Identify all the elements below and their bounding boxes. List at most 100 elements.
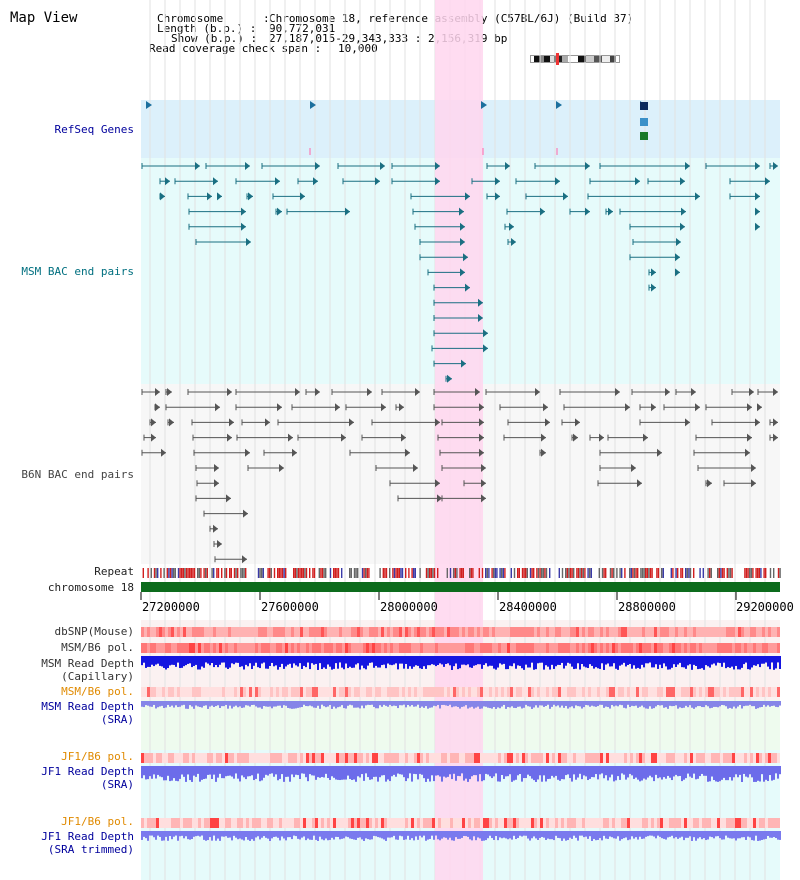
pol-strip (294, 818, 297, 828)
repeat-mark (150, 568, 152, 578)
pol-strip (351, 643, 354, 653)
jf1-trimmed-depth (143, 831, 145, 837)
pol-strip (708, 818, 711, 828)
jf1-depth (147, 766, 149, 780)
track-label-jf1-depth-trimmed-sub: (SRA trimmed) (47, 843, 134, 856)
msm-sra-depth (609, 701, 611, 709)
pol-strip (753, 753, 756, 763)
pol-strip (180, 753, 183, 763)
dbsnp-strip (153, 627, 156, 637)
chromosome-ideogram[interactable] (530, 53, 620, 65)
pol-strip (288, 753, 291, 763)
ideogram-band (568, 55, 578, 63)
pol-strip (231, 753, 234, 763)
msm-bac-pair (313, 177, 318, 186)
jf1-depth (641, 766, 643, 781)
pol-strip (447, 818, 450, 828)
jf1-trimmed-depth (565, 831, 567, 841)
msm-capillary-depth (755, 656, 757, 666)
msm-sra-depth (483, 701, 485, 707)
msm-bac-pair (765, 177, 770, 186)
repeat-mark (502, 568, 504, 578)
pol-strip (552, 753, 555, 763)
jf1-depth (655, 766, 657, 775)
b6n-bac-pair (243, 509, 248, 518)
msm-sra-depth (537, 701, 539, 708)
msm-capillary-depth (425, 656, 427, 669)
msm-sra-depth (217, 701, 219, 706)
ideogram-band (534, 55, 540, 63)
dbsnp-strip (258, 627, 261, 637)
msm-sra-depth (415, 701, 417, 707)
jf1-trimmed-depth (417, 831, 419, 840)
pol-strip (351, 687, 354, 697)
pol-strip (384, 818, 387, 828)
jf1-trimmed-depth (485, 831, 487, 841)
msm-sra-depth (555, 701, 557, 707)
jf1-depth (231, 766, 233, 777)
track-label-refseq-genes[interactable]: RefSeq Genes (54, 123, 134, 136)
jf1-depth (765, 766, 767, 780)
msm-sra-depth (335, 701, 337, 709)
jf1-depth (299, 766, 301, 780)
msm-sra-depth (709, 701, 711, 709)
jf1-depth (747, 766, 749, 778)
msm-sra-depth (337, 701, 339, 708)
msm-sra-depth (679, 701, 681, 708)
msm-sra-depth (521, 701, 523, 709)
track-label-msm-depth-sra-sub: (SRA) (100, 713, 134, 726)
track-label-b6n-bac[interactable]: B6N BAC end pairs (21, 468, 134, 481)
repeat-mark (590, 568, 592, 578)
pol-strip (774, 687, 777, 697)
msm-capillary-depth (515, 656, 517, 669)
jf1-trimmed-depth (719, 831, 721, 839)
jf1-trimmed-depth (241, 831, 243, 840)
jf1-depth (315, 766, 317, 780)
msm-sra-depth (355, 701, 357, 708)
pol-strip (510, 753, 513, 763)
repeat-mark (531, 568, 533, 578)
pol-strip (717, 687, 720, 697)
pol-strip (468, 687, 471, 697)
jf1-trimmed-depth (347, 831, 349, 838)
pol-strip (369, 643, 372, 653)
b6n-bac-pair (155, 403, 160, 412)
repeat-mark (624, 568, 626, 578)
msm-capillary-depth (459, 656, 461, 669)
msm-capillary-depth (241, 656, 243, 667)
jf1-trimmed-depth (267, 831, 269, 839)
msm-capillary-depth (255, 656, 257, 663)
pol-strip (378, 818, 381, 828)
jf1-depth (715, 766, 717, 782)
repeat-mark (211, 568, 213, 578)
pol-strip (180, 643, 183, 653)
dbsnp-strip (366, 627, 369, 637)
jf1-trimmed-depth (305, 831, 307, 841)
msm-capillary-depth (569, 656, 571, 664)
axis-tick-label: 28800000 (618, 600, 676, 614)
b6n-bac-pair (277, 403, 282, 412)
jf1-trimmed-depth (775, 831, 777, 839)
pol-strip (408, 818, 411, 828)
dbsnp-strip (204, 627, 207, 637)
jf1-trimmed-depth (287, 831, 289, 838)
msm-capillary-depth (279, 656, 281, 668)
track-label-msm-bac[interactable]: MSM BAC end pairs (21, 265, 134, 278)
repeat-mark (437, 568, 439, 578)
repeat-mark (297, 568, 300, 578)
pol-strip (735, 643, 738, 653)
pol-strip (540, 818, 543, 828)
jf1-trimmed-depth (613, 831, 615, 839)
repeat-mark (389, 568, 391, 578)
pol-strip (228, 687, 231, 697)
msm-bac-pair (755, 162, 760, 170)
msm-capillary-depth (747, 656, 749, 670)
msm-capillary-depth (261, 656, 263, 664)
dbsnp-strip (600, 627, 603, 637)
jf1-trimmed-depth (471, 831, 473, 841)
jf1-trimmed-depth (449, 831, 451, 838)
jf1-depth (445, 766, 447, 778)
ideogram-band (610, 55, 616, 63)
pol-strip (777, 818, 780, 828)
dbsnp-strip (402, 627, 405, 637)
